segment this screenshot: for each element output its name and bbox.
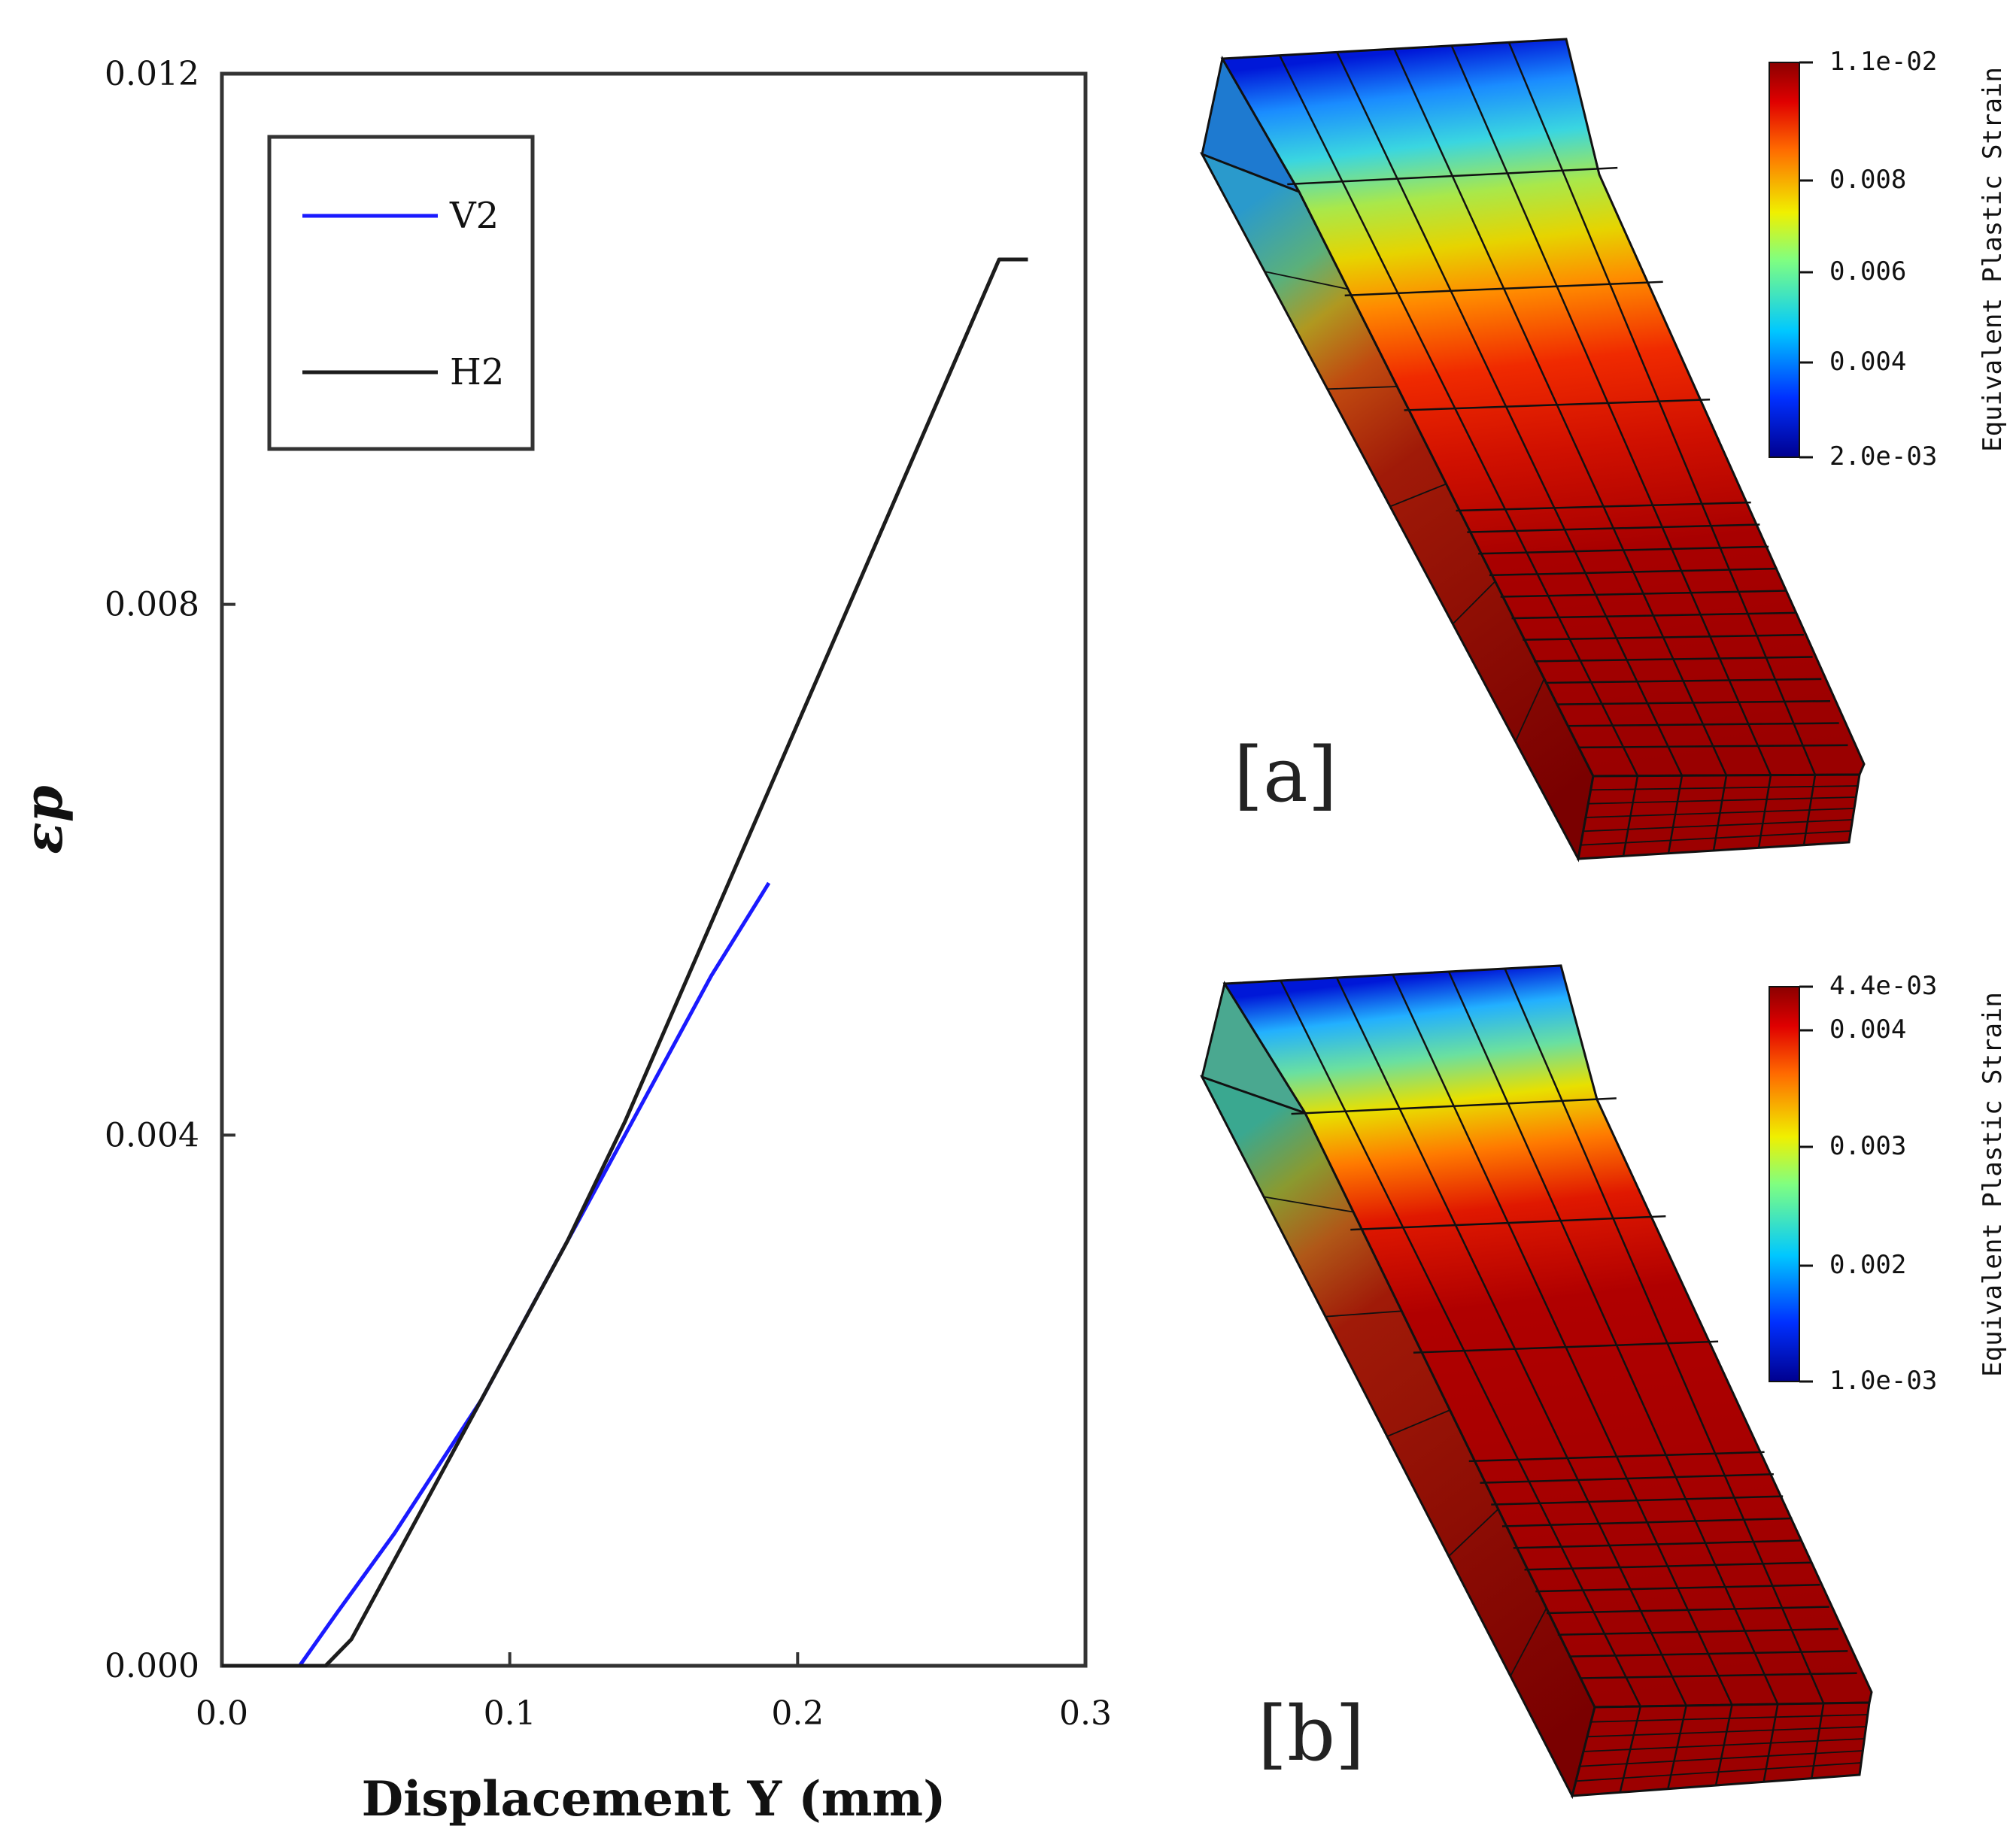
colorbar-b: 4.4e-03 0.004 0.003 0.002 1.0e-03 Equiva… — [1769, 971, 2008, 1396]
y-axis-label: εp — [12, 785, 74, 854]
series-line-v2 — [222, 881, 771, 1668]
beam-front-face-b — [1571, 1701, 1871, 1797]
colorbar-a: 1.1e-02 0.008 0.006 0.004 2.0e-03 Equiva… — [1769, 47, 2008, 472]
y-tick-label: 0.012 — [105, 55, 199, 93]
plot-frame — [220, 71, 1088, 1668]
mesh-lines-a — [1265, 41, 1858, 857]
series-lines — [222, 257, 1028, 1668]
x-tick-label: 0.0 — [196, 1694, 248, 1733]
x-tick-label: 0.1 — [484, 1694, 536, 1733]
y-axis: 0.000 0.004 0.008 0.012 — [105, 55, 235, 1685]
colorbar-max-b: 4.4e-03 — [1829, 971, 1937, 1001]
colorbar-min-a: 2.0e-03 — [1829, 441, 1937, 472]
colorbar-gradient-b — [1769, 986, 1800, 1382]
contour-panel-a: [a] 1.1e-02 0.008 0.006 0.004 2.0e-03 Eq… — [1199, 38, 2008, 863]
contour-panel-b: [b] 4.4e-03 0.004 0.003 0.002 1.0e-03 Eq… — [1199, 964, 2008, 1800]
x-tick-label: 0.3 — [1059, 1694, 1112, 1733]
colorbar-tick-a-0006: 0.006 — [1829, 256, 1906, 287]
colorbar-max-a: 1.1e-02 — [1829, 47, 1937, 77]
colorbar-tick-b-0004: 0.004 — [1829, 1015, 1906, 1045]
beam-top-face-a — [1220, 38, 1866, 778]
x-axis: 0.0 0.1 0.2 0.3 — [196, 1652, 1112, 1733]
strain-displacement-chart: 0.000 0.004 0.008 0.012 0.0 0.1 0.2 0.3 Displa… — [12, 55, 1112, 1827]
legend-box — [267, 135, 535, 451]
colorbar-tick-b-0003: 0.003 — [1829, 1131, 1906, 1161]
panel-tag-a: [a] — [1234, 731, 1337, 819]
colorbar-tick-a-0008: 0.008 — [1829, 165, 1906, 195]
y-tick-label: 0.004 — [105, 1116, 199, 1154]
series-line-h2 — [222, 257, 1028, 1668]
y-tick-label: 0.008 — [105, 586, 199, 624]
mesh-lines-b — [1263, 968, 1868, 1793]
panel-tag-b: [b] — [1258, 1690, 1365, 1778]
legend-label-v2: V2 — [449, 195, 499, 237]
y-tick-label: 0.000 — [105, 1647, 199, 1685]
legend-label-h2: H2 — [450, 351, 504, 393]
colorbar-tick-a-0004: 0.004 — [1829, 347, 1906, 377]
colorbar-title-b: Equivalent Plastic Strain — [1978, 992, 2008, 1377]
x-tick-label: 0.2 — [771, 1694, 824, 1733]
legend: V2 H2 — [267, 135, 535, 451]
colorbar-tick-b-0002: 0.002 — [1829, 1250, 1906, 1280]
colorbar-min-b: 1.0e-03 — [1829, 1366, 1937, 1396]
x-axis-label: Displacement Y (mm) — [362, 1771, 946, 1827]
colorbar-gradient-a — [1769, 62, 1800, 458]
colorbar-title-a: Equivalent Plastic Strain — [1978, 67, 2008, 452]
